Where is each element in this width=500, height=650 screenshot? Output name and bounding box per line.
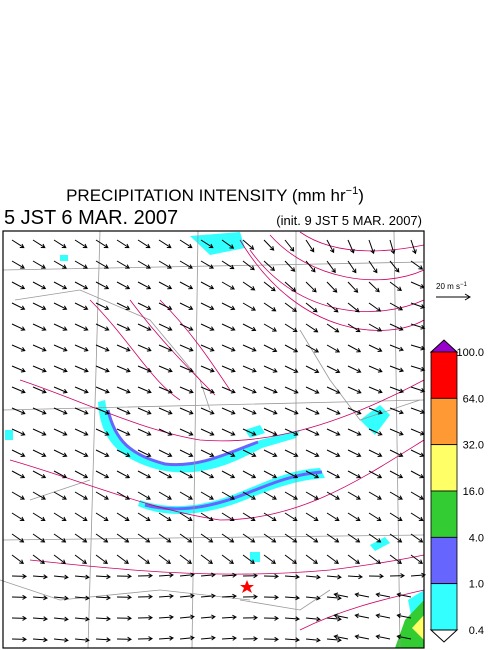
colorbar-label: 32.0 [463,440,484,452]
colorbar-label: 4.0 [469,532,484,544]
map [0,230,426,649]
precip-area [412,615,424,640]
precip-area [395,600,424,648]
precip-area [98,400,300,473]
init-time: (init. 9 JST 5 MAR. 2007) [276,213,422,228]
wind-scale-arrow [436,293,471,301]
colorbar-under [429,629,459,643]
precip-area [138,468,325,514]
colorbar-label: 100.0 [456,347,484,359]
wind-scale-exponent: −1 [460,282,468,288]
precipitation [5,232,424,648]
wind-vectors [11,239,426,643]
colorbar-label: 0.4 [469,625,484,637]
wind-scale-label: 20 m s−1 [436,282,468,291]
map-frame [2,230,425,649]
colorbar-label: 16.0 [463,486,484,498]
location-marker [240,580,254,593]
colorbar-segment [430,583,458,631]
title-text: PRECIPITATION INTENSITY (mm hr [66,186,346,205]
colorbar-label: 64.0 [463,393,484,405]
colorbar-segment [430,444,458,492]
contour [239,231,425,331]
colorbar-segment [430,351,458,399]
colorbar-over [429,339,459,353]
precip-band [106,409,259,467]
border [0,289,421,611]
colorbar: 100.0 64.0 32.0 16.0 4.0 1.0 0.4 [429,339,484,643]
contour [129,299,216,396]
colorbar-segment [430,536,458,585]
valid-time: 5 JST 6 MAR. 2007 [4,207,178,229]
colorbar-segment [430,490,458,538]
wind-vector [11,239,426,643]
title-end: ) [358,186,364,205]
title: PRECIPITATION INTENSITY (mm hr−1) [66,185,364,205]
title-exponent: −1 [346,185,359,197]
map-background [3,231,424,648]
precip-area [60,232,245,261]
colorbar-segment [430,397,458,446]
wind-scale-text: 20 m s [436,282,460,291]
colorbar-label: 1.0 [469,579,484,591]
contour [9,379,425,631]
